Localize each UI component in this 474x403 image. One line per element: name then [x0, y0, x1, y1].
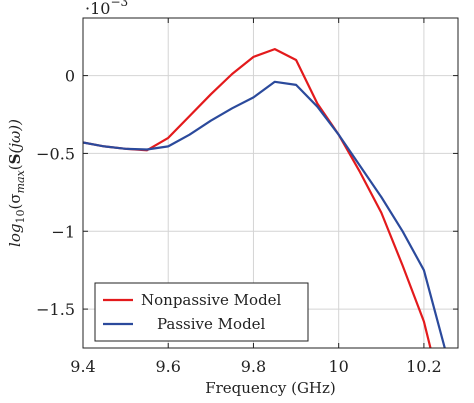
- y-label-jw: (jω)): [6, 119, 24, 154]
- y-tick-label: −0.5: [36, 144, 75, 163]
- series-layer: [83, 47, 446, 348]
- x-tick-label: 10.2: [406, 357, 442, 376]
- y-label-sigma: (σ: [6, 193, 24, 209]
- y-label-base: 10: [14, 210, 27, 224]
- y-label-paren: (: [6, 164, 24, 170]
- y-tick-label: −1: [51, 222, 75, 241]
- y-axis-label: log10(σmax(S(jω)): [6, 119, 27, 247]
- x-tick-label: 10: [329, 357, 349, 376]
- tick-labels: 9.4 9.6 9.8 10 10.2 0 −0.5 −1 −1.5: [36, 67, 442, 376]
- ticks: [82, 18, 458, 348]
- y-tick-label: −1.5: [36, 300, 75, 319]
- y-label-log: log: [6, 224, 24, 247]
- legend-label-0: Nonpassive Model: [141, 291, 282, 309]
- legend: Nonpassive Model Passive Model: [94, 282, 309, 342]
- series-line-1: [83, 80, 446, 348]
- axis-scale-label: ·10−3: [85, 0, 128, 18]
- x-tick-label: 9.6: [156, 357, 181, 376]
- scale-base: ·10: [85, 0, 110, 18]
- y-label-max: max: [14, 169, 27, 193]
- legend-box: [94, 282, 309, 342]
- x-tick-label: 9.4: [70, 357, 95, 376]
- y-label-s: S: [6, 154, 24, 165]
- y-tick-label: 0: [65, 67, 75, 86]
- legend-label-1: Passive Model: [157, 315, 266, 333]
- x-tick-label: 9.8: [241, 357, 266, 376]
- x-axis-label: Frequency (GHz): [205, 379, 336, 397]
- scale-exponent: −3: [110, 0, 128, 9]
- plot-frame: [82, 17, 459, 349]
